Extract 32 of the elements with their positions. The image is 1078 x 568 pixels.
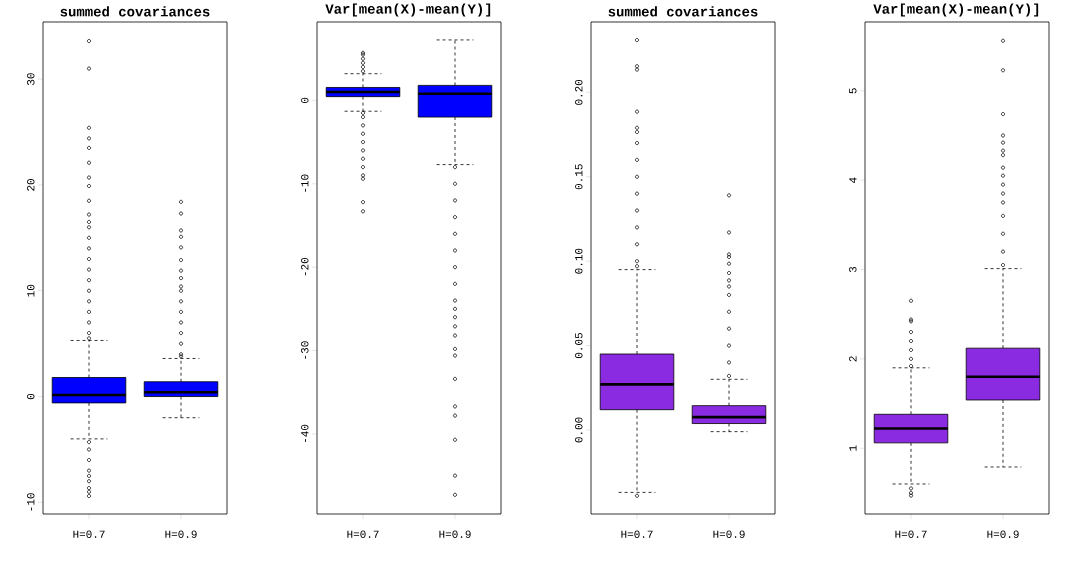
y-tick-label: 0 bbox=[301, 97, 309, 104]
y-tick-label: 0.05 bbox=[575, 333, 583, 359]
y-tick-label: 5 bbox=[849, 88, 857, 94]
x-tick-label: H=0.7 bbox=[347, 530, 379, 538]
y-tick-label: 0 bbox=[27, 393, 35, 400]
y-tick-label: 0.00 bbox=[575, 417, 583, 443]
chart-title: Var[mean(X)-mean(Y)] bbox=[873, 3, 1039, 17]
x-tick-label: H=0.9 bbox=[439, 530, 471, 538]
x-tick-label: H=0.7 bbox=[73, 530, 105, 538]
y-tick-label: -10 bbox=[301, 174, 309, 192]
chart-title: summed covariances bbox=[608, 6, 758, 17]
y-tick-label: 10 bbox=[27, 284, 35, 297]
y-tick-label: -30 bbox=[301, 341, 309, 359]
x-tick-label: H=0.7 bbox=[895, 530, 927, 538]
chart-title: Var[mean(X)-mean(Y)] bbox=[325, 3, 491, 17]
y-tick-label: -10 bbox=[27, 493, 35, 511]
chart-title: summed covariances bbox=[60, 6, 210, 17]
y-tick-label: 2 bbox=[849, 356, 857, 362]
y-tick-label: 0.15 bbox=[575, 164, 583, 190]
x-tick-label: H=0.7 bbox=[621, 530, 653, 538]
y-tick-label: -40 bbox=[301, 424, 309, 443]
y-tick-label: 3 bbox=[849, 266, 857, 273]
y-tick-label: -20 bbox=[301, 257, 309, 276]
y-tick-label: 20 bbox=[27, 179, 35, 191]
y-tick-label: 30 bbox=[27, 73, 35, 86]
y-tick-label: 0.20 bbox=[575, 79, 583, 105]
x-tick-label: H=0.9 bbox=[713, 530, 745, 538]
x-tick-label: H=0.9 bbox=[165, 530, 197, 538]
y-tick-label: 4 bbox=[849, 177, 857, 183]
x-tick-label: H=0.9 bbox=[987, 530, 1019, 538]
y-tick-label: 1 bbox=[849, 445, 857, 451]
y-tick-label: 0.10 bbox=[575, 248, 583, 274]
